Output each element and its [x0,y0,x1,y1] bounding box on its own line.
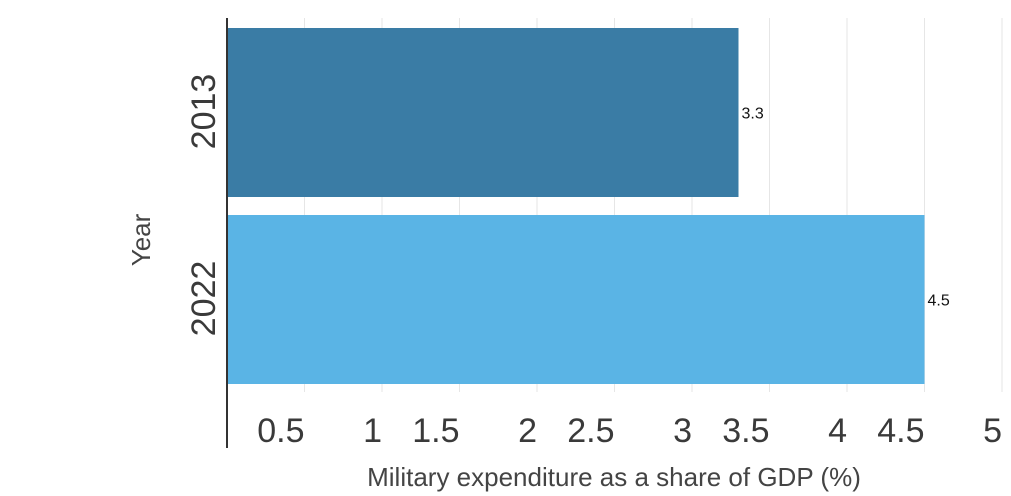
bar-2022 [227,215,925,384]
data-labels: 3.3 4.5 [742,106,950,310]
category-labels: 2013 2022 [185,74,223,337]
x-tick-label: 1.5 [412,412,459,450]
x-tick-label: 4 [828,412,847,450]
x-tick-label: 2 [518,412,537,450]
bar-2013 [227,28,739,197]
x-tick-label: 3.5 [722,412,769,450]
data-label-2022: 4.5 [928,293,950,310]
x-tick-labels: 0.5 1 1.5 2 2.5 3 3.5 4 4.5 5 [257,412,1002,450]
bars [227,28,925,384]
data-label-2013: 3.3 [742,106,764,123]
category-label-2013: 2013 [185,74,223,150]
x-tick-label: 4.5 [877,412,924,450]
y-axis-title: Year [126,213,156,266]
x-tick-label: 1 [363,412,382,450]
x-tick-label: 5 [983,412,1002,450]
x-tick-label: 3 [673,412,692,450]
x-axis-title: Military expenditure as a share of GDP (… [367,462,861,492]
category-label-2022: 2022 [185,261,223,337]
x-tick-label: 0.5 [257,412,304,450]
x-tick-label: 2.5 [567,412,614,450]
